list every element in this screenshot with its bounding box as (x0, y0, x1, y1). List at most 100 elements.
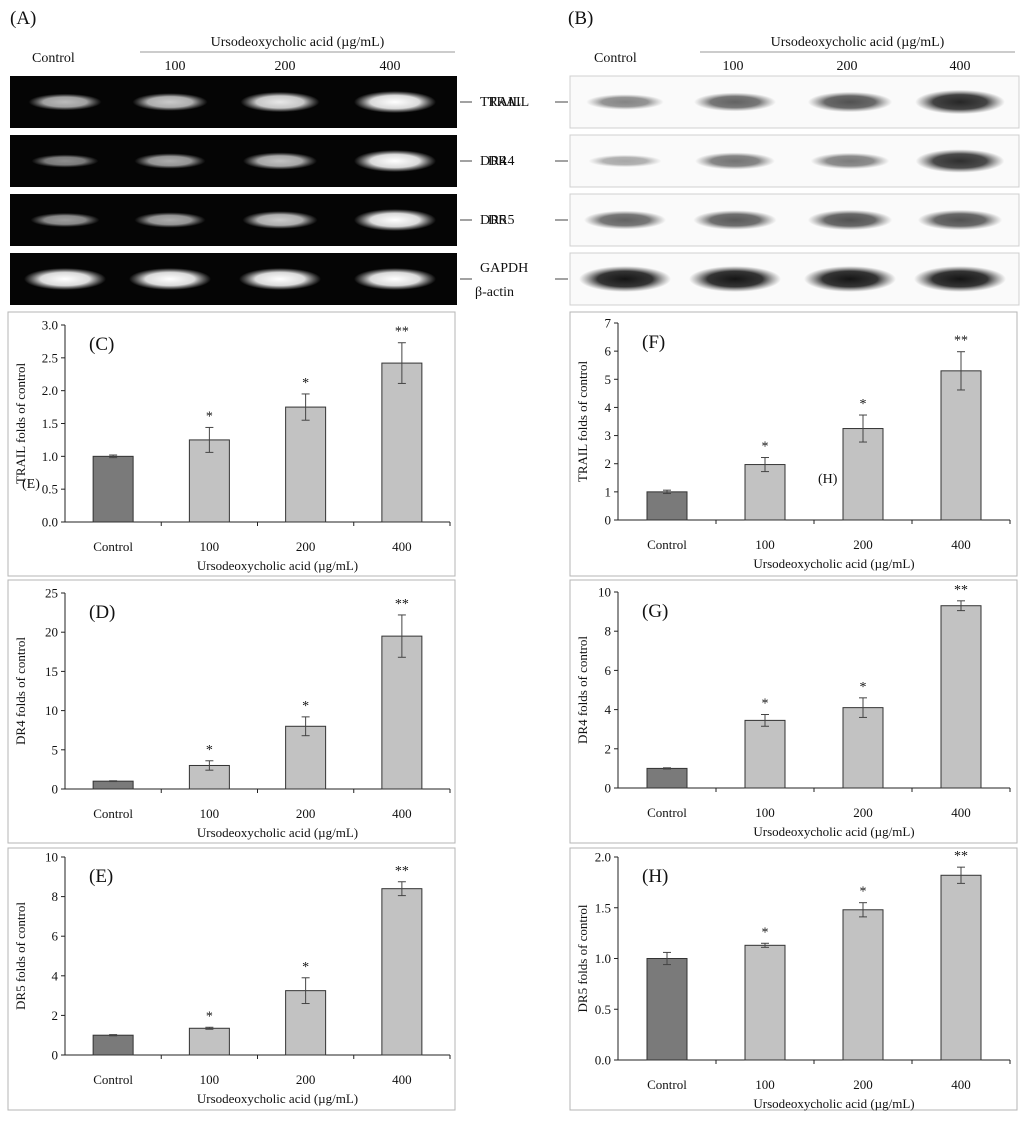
x-tick-label: Control (93, 806, 133, 821)
y-axis-title: DR5 folds of control (13, 902, 28, 1010)
bar (744, 719, 786, 789)
significance-mark: ** (395, 597, 409, 612)
panel-label-h: (H) (642, 866, 668, 887)
y-tick-label: 0.0 (42, 515, 58, 530)
y-axis-title: TRAIL folds of control (13, 363, 28, 485)
chart-frame (7, 311, 456, 577)
gel-b-band (917, 209, 1003, 231)
chart-d: 0 5 10 15 20 25 Control * 100 * 200 ** 400 Ursodeoxyc… (7, 579, 456, 844)
x-tick-label: 200 (853, 537, 873, 552)
y-tick-label: 0 (605, 781, 612, 796)
y-tick-label: 2.5 (42, 350, 58, 365)
significance-mark: * (302, 699, 309, 714)
y-tick-label: 1.5 (42, 416, 58, 431)
x-tick-label: 100 (200, 539, 220, 554)
gel-treatment-label: Ursodeoxycholic acid (µg/mL) (771, 35, 945, 50)
gel-a-band (239, 268, 321, 290)
gel-b-band (586, 94, 664, 110)
x-tick-label: Control (647, 1077, 687, 1092)
x-tick-label: 200 (853, 1077, 873, 1092)
panel-label-d: (D) (89, 602, 115, 623)
x-tick-label: 400 (951, 805, 971, 820)
chart-frame (569, 847, 1018, 1111)
y-tick-label: 2 (605, 741, 612, 756)
y-tick-label: 0.0 (595, 1053, 611, 1068)
gel-a-band (242, 211, 318, 229)
gel-dose-label: 400 (380, 59, 401, 74)
significance-mark: * (302, 960, 309, 975)
significance-mark: * (206, 409, 213, 424)
y-tick-label: 10 (598, 585, 611, 600)
x-tick-label: 200 (296, 806, 316, 821)
gel-control-label: Control (594, 51, 637, 66)
gel-b-band (810, 152, 890, 170)
chart-h: 0.0 0.5 1.0 1.5 2.0 Control * 100 * 200 ** 400 Ursod… (569, 847, 1018, 1111)
gel-dose-label: 400 (950, 59, 971, 74)
y-tick-label: 5 (52, 742, 59, 757)
significance-mark: * (206, 1009, 213, 1024)
gel-b-row-label: TRAIL (488, 95, 529, 110)
y-tick-label: 0 (52, 782, 59, 797)
y-tick-label: 5 (605, 372, 612, 387)
x-tick-label: 100 (755, 537, 775, 552)
significance-mark: * (762, 925, 769, 940)
y-tick-label: 1.0 (595, 951, 611, 966)
x-tick-label: Control (93, 539, 133, 554)
y-tick-label: 8 (52, 889, 59, 904)
panel-label-b: (B) (568, 8, 593, 29)
x-tick-label: 400 (951, 1077, 971, 1092)
x-axis-title: Ursodeoxycholic acid (µg/mL) (753, 556, 914, 571)
chart-frame (7, 579, 456, 844)
gel-b-band (695, 152, 775, 170)
y-axis-title: DR5 folds of control (575, 904, 590, 1012)
gel-a-band (243, 152, 317, 170)
bar (842, 707, 884, 789)
chart-frame (569, 579, 1018, 844)
y-tick-label: 6 (605, 663, 612, 678)
y-tick-label: 10 (45, 850, 58, 865)
y-tick-label: 3.0 (42, 318, 58, 333)
y-tick-label: 2.0 (595, 850, 611, 865)
y-tick-label: 15 (45, 664, 58, 679)
gel-b-band (915, 89, 1005, 115)
gel-b-row-label: DR4 (488, 154, 514, 169)
gel-a-band (354, 91, 436, 113)
significance-mark: ** (954, 334, 968, 349)
chart-frame (7, 847, 456, 1111)
gel-a-band (28, 93, 102, 111)
bar (744, 464, 786, 521)
y-tick-label: 4 (605, 400, 612, 415)
significance-mark: ** (954, 583, 968, 598)
x-tick-label: 100 (200, 1072, 220, 1087)
stray-labels: (E) (H) (22, 472, 838, 492)
gel-dose-label: 100 (165, 59, 186, 74)
gel-a-row-label: GAPDH (480, 261, 528, 276)
bar (188, 439, 230, 523)
gel-a-row-label: DR4 (480, 154, 506, 169)
gel-a-band (240, 91, 320, 113)
gel-a-band (129, 268, 211, 290)
bar (188, 1027, 230, 1056)
gel-treatment-label: Ursodeoxycholic acid (µg/mL) (211, 35, 385, 50)
gel-dose-label: 100 (723, 59, 744, 74)
gel-a-band (24, 268, 106, 290)
x-axis-title: Ursodeoxycholic acid (µg/mL) (197, 558, 358, 573)
bar (646, 767, 688, 789)
bar-charts: 0.00.51.01.52.02.53.0Control*100*200**40… (7, 311, 1018, 1111)
x-tick-label: Control (93, 1072, 133, 1087)
gel-b-band (693, 210, 777, 230)
chart-e: 0 2 4 6 8 10 Control * 100 * 200 ** 400 Ursodeoxychol… (7, 847, 456, 1111)
significance-mark: * (762, 697, 769, 712)
x-axis-title: Ursodeoxycholic acid (µg/mL) (753, 1096, 914, 1111)
x-tick-label: 400 (392, 806, 412, 821)
y-tick-label: 0 (605, 513, 612, 528)
chart-c: 0.0 0.5 1.0 1.5 2.0 2.5 3.0 Control * 100 * 200 ** 40… (7, 311, 456, 577)
bar (842, 909, 884, 1061)
gel-a-band (31, 154, 99, 168)
significance-mark: * (206, 743, 213, 758)
gel-b-row-label: DR5 (488, 213, 514, 228)
y-tick-label: 6 (605, 344, 612, 359)
gel-a-band (30, 212, 100, 228)
x-tick-label: 400 (392, 1072, 412, 1087)
